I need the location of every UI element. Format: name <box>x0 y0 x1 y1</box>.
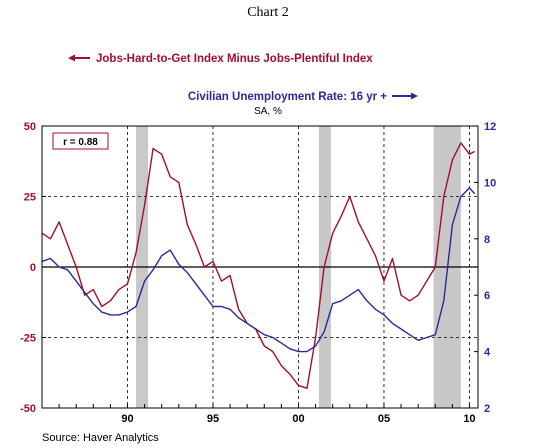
arrow-left-icon <box>68 54 75 62</box>
series-lines <box>41 142 476 389</box>
source-note: Source: Haver Analytics <box>42 432 159 444</box>
right-tick-label: 4 <box>484 347 491 359</box>
arrow-right-icon <box>411 92 418 100</box>
left-tick-label: 50 <box>24 121 36 133</box>
left-tick-label: -50 <box>20 403 36 415</box>
correlation-label: r = 0.88 <box>63 137 98 148</box>
x-tick-label: 10 <box>463 413 475 425</box>
right-tick-label: 6 <box>484 290 490 302</box>
x-tick-label: 05 <box>378 413 390 425</box>
chart-title: Chart 2 <box>247 5 289 20</box>
left-tick-label: 25 <box>24 192 36 204</box>
x-tick-label: 95 <box>207 413 219 425</box>
left-tick-label: -25 <box>20 333 36 345</box>
right-tick-label: 12 <box>484 121 496 133</box>
jobs-index-line <box>41 142 475 389</box>
x-tick-label: 90 <box>121 413 133 425</box>
right-tick-label: 2 <box>484 403 490 415</box>
right-series-label: Civilian Unemployment Rate: 16 yr + <box>188 91 387 103</box>
right-tick-label: 10 <box>484 177 496 189</box>
right-tick-label: 8 <box>484 234 490 246</box>
left-series-label: Jobs-Hard-to-Get Index Minus Jobs-Plenti… <box>96 53 373 65</box>
chart-subtitle: SA, % <box>254 106 282 117</box>
axes: -50 -25 0 25 50 2 4 6 8 10 12 90 95 00 05 10 <box>20 121 496 425</box>
unemployment-line <box>41 187 476 353</box>
x-tick-label: 00 <box>292 413 304 425</box>
correlation-box <box>52 132 109 150</box>
left-tick-label: 0 <box>30 262 36 274</box>
right-series-legend: Civilian Unemployment Rate: 16 yr + <box>188 91 418 103</box>
gridlines <box>42 126 478 408</box>
left-series-legend: Jobs-Hard-to-Get Index Minus Jobs-Plenti… <box>68 53 373 65</box>
